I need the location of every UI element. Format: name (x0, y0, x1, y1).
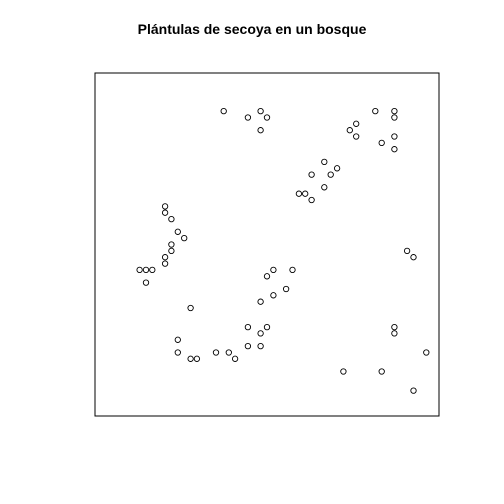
data-point-60 (378, 368, 385, 375)
data-point-49 (257, 342, 264, 350)
data-point-46 (257, 330, 264, 337)
data-point-24 (168, 215, 175, 223)
data-point-44 (244, 323, 252, 331)
data-point-11 (378, 139, 385, 147)
data-point-1 (244, 114, 252, 121)
data-point-30 (161, 260, 169, 267)
data-point-47 (174, 336, 181, 343)
data-point-7 (391, 114, 398, 121)
data-point-45 (263, 323, 271, 331)
data-point-39 (263, 273, 271, 280)
data-point-2 (257, 107, 264, 115)
data-point-48 (244, 342, 252, 350)
data-point-42 (257, 298, 264, 305)
data-point-0 (220, 107, 227, 115)
data-point-12 (391, 133, 398, 140)
data-point-33 (149, 266, 156, 274)
data-point-58 (423, 349, 430, 356)
data-point-40 (282, 285, 290, 293)
data-point-34 (142, 279, 150, 286)
data-point-35 (403, 247, 411, 255)
data-point-6 (391, 107, 398, 115)
data-point-61 (410, 387, 417, 394)
data-point-36 (410, 254, 417, 261)
data-point-22 (161, 203, 169, 210)
data-point-10 (353, 133, 360, 140)
data-point-53 (187, 355, 194, 362)
data-point-57 (391, 330, 398, 337)
data-point-3 (263, 114, 271, 121)
data-point-54 (193, 355, 201, 362)
data-point-38 (289, 266, 296, 274)
data-point-56 (391, 323, 398, 331)
points-layer (136, 107, 430, 394)
data-point-8 (353, 120, 360, 127)
data-point-16 (308, 171, 315, 178)
data-point-9 (346, 127, 353, 134)
data-point-28 (168, 247, 175, 255)
data-point-17 (327, 171, 334, 178)
data-point-14 (321, 158, 328, 166)
data-point-37 (270, 266, 277, 274)
data-point-5 (372, 107, 379, 115)
data-point-20 (302, 190, 309, 197)
data-point-55 (231, 355, 239, 362)
data-point-19 (295, 190, 303, 197)
data-point-27 (168, 241, 175, 248)
data-point-29 (161, 254, 169, 261)
data-point-41 (270, 292, 277, 299)
data-point-18 (321, 184, 328, 191)
data-point-13 (391, 146, 398, 153)
chart-title: Plántulas de secoya en un bosque (137, 21, 367, 37)
data-point-23 (161, 209, 169, 216)
data-point-32 (142, 266, 150, 274)
data-point-50 (174, 349, 181, 356)
data-point-31 (136, 266, 143, 274)
plot-frame (94, 72, 440, 417)
data-point-43 (187, 304, 194, 312)
data-point-52 (225, 349, 232, 356)
data-point-59 (340, 368, 347, 375)
data-point-51 (212, 349, 220, 356)
data-point-25 (174, 228, 181, 235)
data-point-26 (181, 234, 188, 242)
data-point-21 (308, 196, 315, 204)
data-point-4 (257, 127, 264, 134)
data-point-15 (333, 165, 341, 172)
